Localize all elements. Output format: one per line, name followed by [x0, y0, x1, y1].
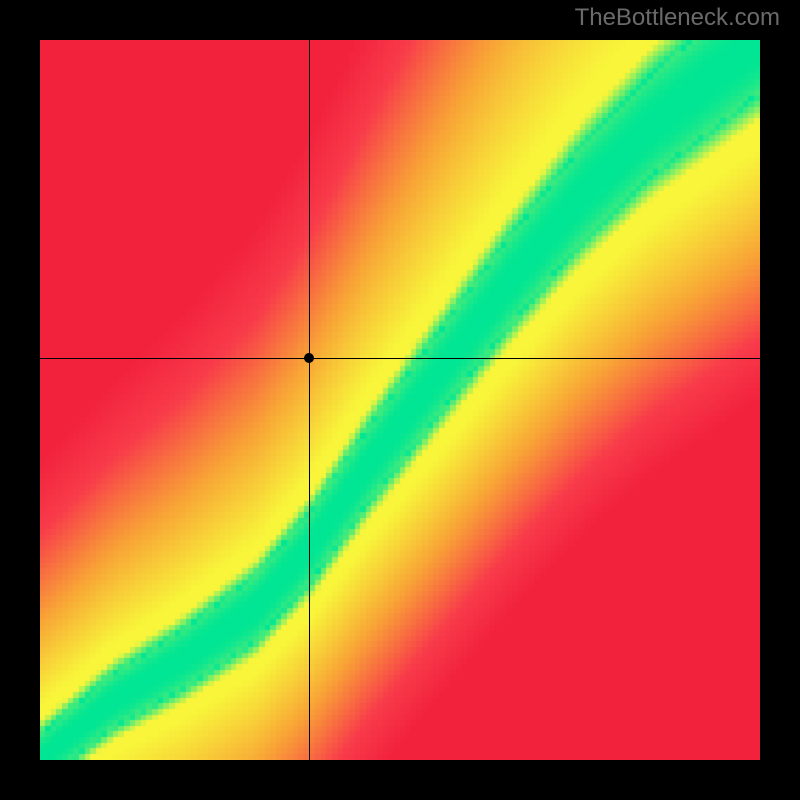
crosshair-horizontal [40, 358, 760, 359]
chart-container: TheBottleneck.com [0, 0, 800, 800]
watermark-text: TheBottleneck.com [575, 4, 780, 32]
crosshair-vertical [309, 40, 310, 760]
crosshair-marker [304, 353, 314, 363]
heatmap-canvas [40, 40, 760, 760]
plot-area [40, 40, 760, 760]
